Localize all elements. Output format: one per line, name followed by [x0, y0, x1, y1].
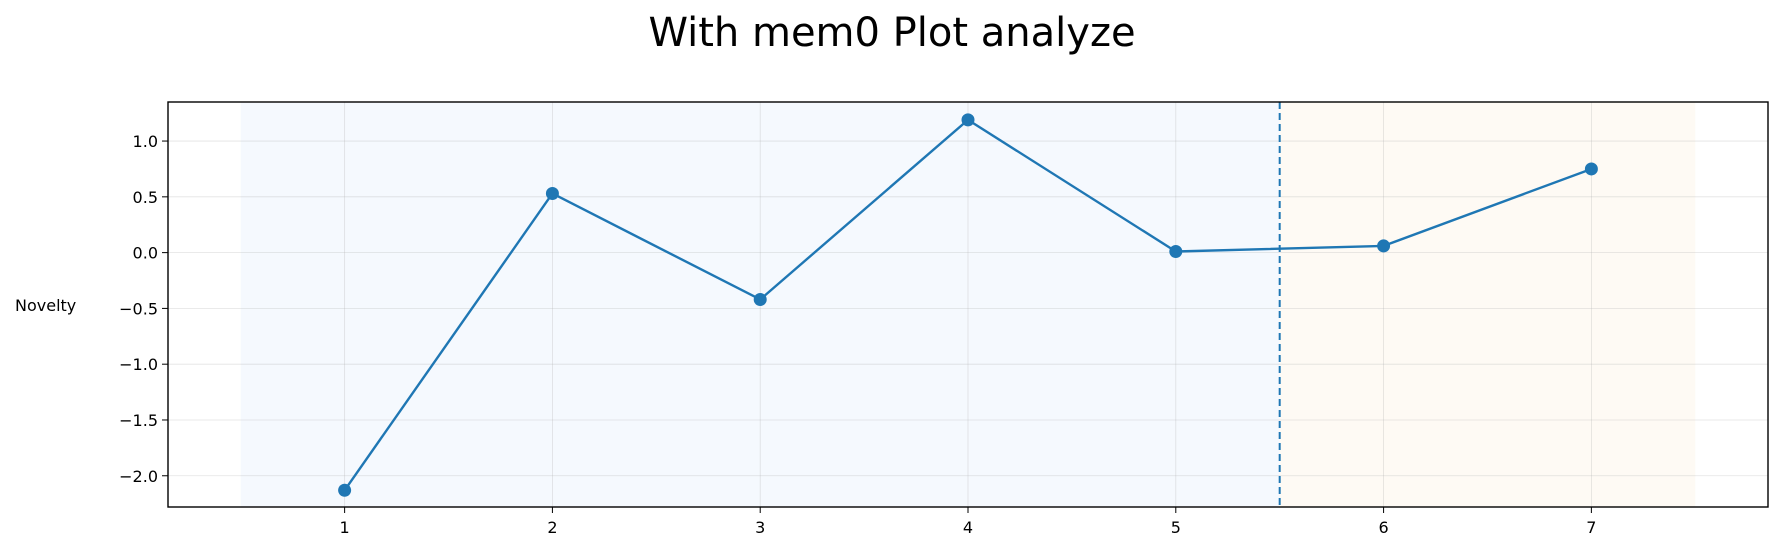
shaded-region-2 — [1279, 102, 1696, 507]
data-point-5 — [1169, 245, 1183, 259]
shaded-regions — [240, 102, 1696, 507]
grid — [168, 102, 1768, 507]
y-axis-label: Novelty — [15, 296, 76, 315]
y-tick-label: 0.5 — [133, 188, 158, 207]
x-axis-ticks: 1 2 3 4 5 6 7 — [340, 507, 1596, 537]
data-point-4 — [961, 113, 975, 127]
x-tick-label: 4 — [963, 518, 973, 537]
x-tick-label: 6 — [1378, 518, 1388, 537]
series — [338, 113, 1598, 497]
x-tick-label: 3 — [755, 518, 765, 537]
data-point-1 — [338, 483, 352, 497]
y-tick-label: 1.0 — [133, 132, 158, 151]
data-point-2 — [545, 186, 559, 200]
y-tick-label: −1.5 — [119, 411, 158, 430]
data-point-3 — [753, 292, 767, 306]
y-tick-label: −1.0 — [119, 355, 158, 374]
y-tick-label: 0.0 — [133, 244, 158, 263]
data-point-6 — [1377, 239, 1391, 253]
x-tick-label: 5 — [1171, 518, 1181, 537]
chart-title: With mem0 Plot analyze — [648, 10, 1135, 56]
x-tick-label: 7 — [1586, 518, 1596, 537]
y-tick-label: −0.5 — [119, 299, 158, 318]
y-tick-label: −2.0 — [119, 467, 158, 486]
y-axis-ticks: 1.0 0.5 0.0 −0.5 −1.0 −1.5 −2.0 — [119, 132, 168, 486]
x-tick-label: 1 — [340, 518, 350, 537]
x-tick-label: 2 — [547, 518, 557, 537]
data-point-7 — [1584, 162, 1598, 176]
